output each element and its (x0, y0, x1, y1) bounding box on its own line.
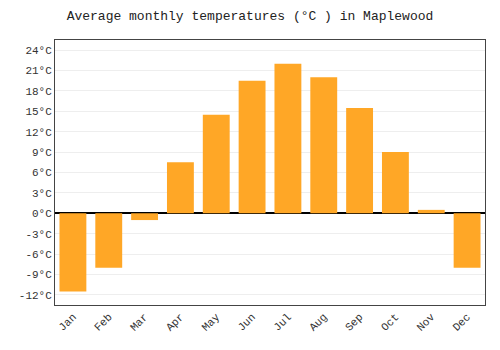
svg-text:Jan: Jan (56, 311, 78, 333)
svg-text:6°C: 6°C (32, 167, 52, 179)
svg-text:Sep: Sep (343, 311, 365, 333)
svg-text:18°C: 18°C (25, 86, 52, 98)
svg-text:Apr: Apr (164, 311, 186, 333)
svg-text:Average monthly temperatures (: Average monthly temperatures (°C ) in Ma… (67, 9, 434, 24)
svg-text:3°C: 3°C (32, 188, 52, 200)
svg-text:Jun: Jun (236, 311, 258, 333)
svg-text:Aug: Aug (307, 311, 329, 333)
svg-text:Jul: Jul (271, 311, 293, 333)
svg-text:24°C: 24°C (25, 45, 52, 57)
svg-text:15°C: 15°C (25, 106, 52, 118)
svg-text:Dec: Dec (451, 311, 473, 333)
svg-text:-6°C: -6°C (25, 249, 52, 261)
svg-text:-9°C: -9°C (25, 269, 52, 281)
svg-text:Mar: Mar (128, 311, 150, 333)
svg-text:9°C: 9°C (32, 147, 52, 159)
svg-text:0°C: 0°C (32, 208, 52, 220)
svg-text:Feb: Feb (92, 311, 114, 333)
svg-text:-12°C: -12°C (19, 290, 52, 302)
svg-text:Nov: Nov (415, 311, 438, 334)
svg-text:-3°C: -3°C (25, 229, 52, 241)
svg-text:May: May (200, 311, 223, 334)
svg-text:12°C: 12°C (25, 127, 52, 139)
svg-text:Oct: Oct (379, 311, 401, 333)
svg-text:21°C: 21°C (25, 65, 52, 77)
